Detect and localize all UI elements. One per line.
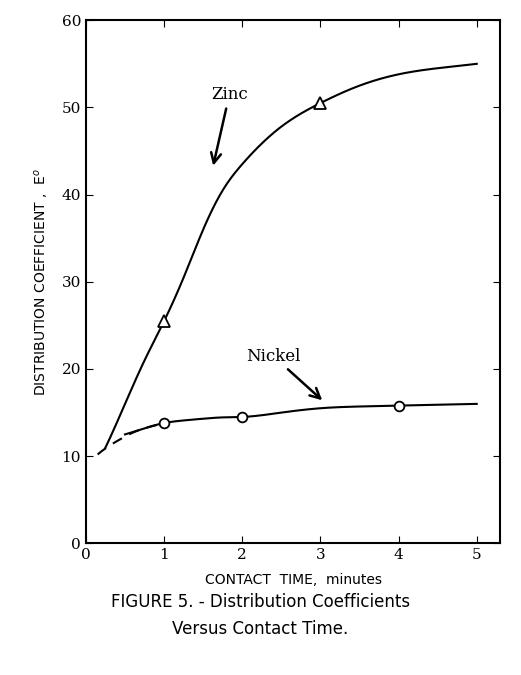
Text: Zinc: Zinc [211, 86, 248, 163]
Text: Nickel: Nickel [246, 348, 320, 398]
Text: Versus Contact Time.: Versus Contact Time. [172, 620, 349, 638]
Text: FIGURE 5. - Distribution Coefficients: FIGURE 5. - Distribution Coefficients [111, 593, 410, 611]
X-axis label: CONTACT  TIME,  minutes: CONTACT TIME, minutes [205, 573, 381, 587]
Y-axis label: DISTRIBUTION COEFFICIENT ,  E$^o$: DISTRIBUTION COEFFICIENT , E$^o$ [32, 167, 51, 396]
